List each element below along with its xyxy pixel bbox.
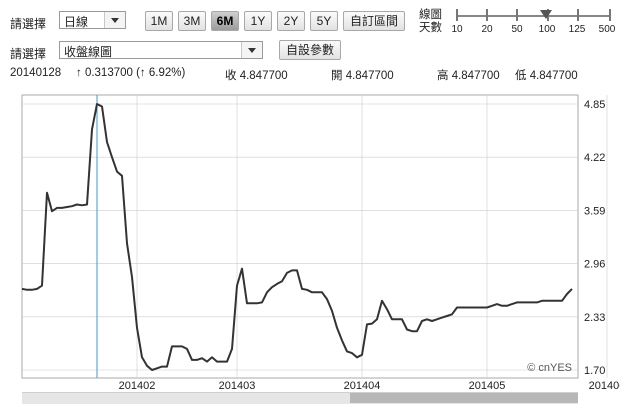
x-axis-labels: 201402 201403 201404 201405 201406 [119, 380, 620, 392]
quote-open: 開 4.847700 [331, 70, 394, 82]
ma-tick [516, 9, 518, 21]
ma-slider-track[interactable] [456, 15, 611, 17]
y-tick-label: 2.96 [584, 259, 605, 271]
y-tick-label: 1.70 [584, 365, 605, 377]
y-tick-label: 4.85 [584, 99, 605, 111]
quote-change: ↑ 0.313700 (↑ 6.92%) [76, 67, 186, 79]
range-button-5y[interactable]: 5Y [310, 11, 338, 31]
chart-type-label: 請選擇 [10, 47, 47, 61]
ma-tick [486, 9, 488, 21]
quote-high: 高 4.847700 [437, 70, 500, 82]
y-tick-label: 2.33 [584, 312, 605, 324]
range-button-3m[interactable]: 3M [178, 11, 206, 31]
range-button-1m[interactable]: 1M [145, 11, 173, 31]
quote-date: 20140128 [10, 67, 62, 79]
ma-tick-label: 20 [481, 24, 493, 35]
x-tick-label: 201402 [119, 380, 156, 392]
ma-label-line2: 天數 [419, 22, 442, 34]
x-tick-label: 201403 [219, 380, 256, 392]
custom-range-button[interactable]: 自訂區間 [343, 11, 405, 31]
y-tick-label: 4.22 [584, 152, 605, 164]
ma-tick [609, 9, 611, 21]
x-tick-label: 201404 [344, 380, 381, 392]
ma-label-line1: 線圖 [419, 9, 442, 21]
scrollbar-thumb[interactable] [350, 393, 578, 403]
time-scrollbar[interactable] [22, 392, 578, 404]
y-axis-labels: 1.70 2.33 2.96 3.59 4.22 4.85 [584, 99, 605, 377]
series-line [21, 103, 573, 371]
x-tick-label: 201405 [469, 380, 506, 392]
ma-label: 線圖 天數 [419, 9, 442, 35]
custom-params-button[interactable]: 自設參數 [279, 40, 341, 60]
chevron-down-icon[interactable] [241, 42, 262, 58]
period-select[interactable]: 日線 [59, 11, 126, 29]
ma-tick [577, 9, 579, 21]
x-tick-label: 201406 [589, 380, 620, 392]
period-select-value: 日線 [64, 15, 89, 29]
ma-tick-label: 50 [511, 24, 523, 35]
range-button-2y[interactable]: 2Y [277, 11, 305, 31]
chevron-down-icon[interactable] [104, 12, 125, 28]
grid [22, 95, 608, 378]
ma-slider-thumb[interactable] [540, 10, 552, 19]
period-label: 請選擇 [10, 17, 47, 31]
range-button-1y[interactable]: 1Y [244, 11, 272, 31]
plot-area-border [21, 94, 579, 379]
ma-tick-label: 10 [451, 24, 463, 35]
chart-type-select-value: 收盤線圖 [64, 45, 113, 59]
ma-tick [456, 9, 458, 21]
range-button-6m[interactable]: 6M [211, 11, 239, 31]
ma-tick-label: 100 [538, 24, 556, 35]
chart-type-select[interactable]: 收盤線圖 [59, 41, 263, 59]
quote-close: 收 4.847700 [225, 70, 288, 82]
ma-tick-label: 125 [568, 24, 586, 35]
y-tick-label: 3.59 [584, 205, 605, 217]
watermark: © cnYES [527, 362, 572, 374]
ma-tick-label: 500 [598, 24, 616, 35]
quote-low: 低 4.847700 [515, 70, 578, 82]
